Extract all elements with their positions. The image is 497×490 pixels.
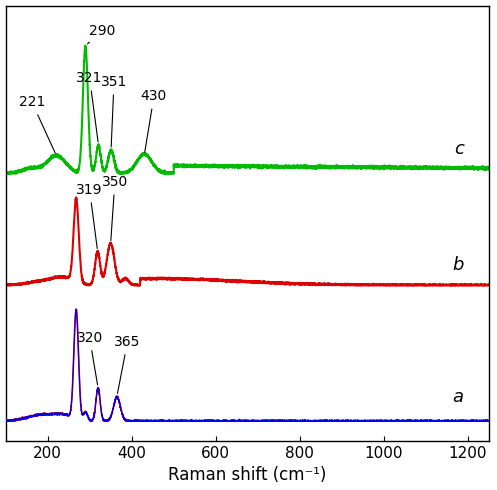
Text: 365: 365 (114, 335, 141, 393)
X-axis label: Raman shift (cm⁻¹): Raman shift (cm⁻¹) (168, 466, 327, 485)
Text: 321: 321 (77, 72, 103, 142)
Text: b: b (452, 256, 464, 274)
Text: 221: 221 (19, 96, 55, 153)
Text: 290: 290 (87, 24, 115, 44)
Text: 319: 319 (77, 183, 103, 248)
Text: 430: 430 (141, 90, 167, 152)
Text: 350: 350 (102, 175, 128, 241)
Text: 320: 320 (77, 331, 103, 385)
Text: 351: 351 (101, 75, 127, 147)
Text: a: a (453, 388, 464, 406)
Text: c: c (454, 140, 464, 158)
